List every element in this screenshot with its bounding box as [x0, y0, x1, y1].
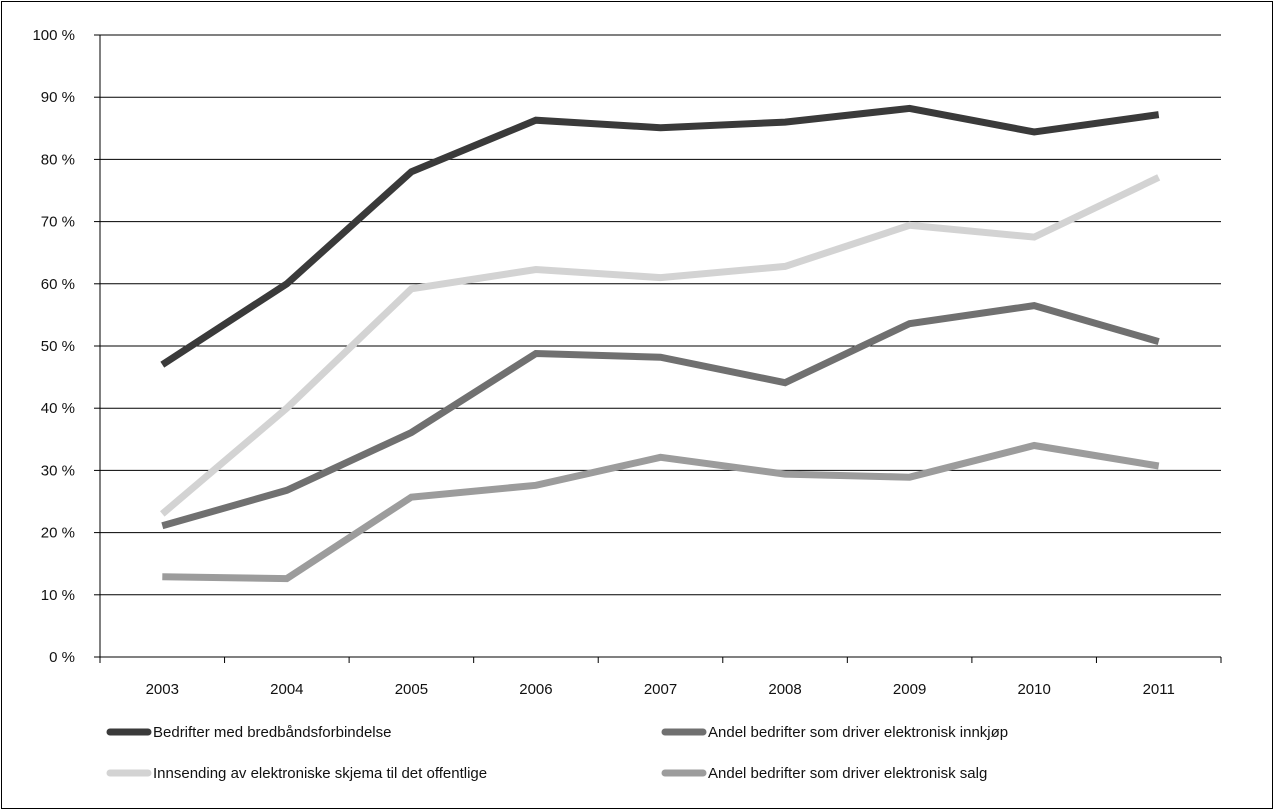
y-tick-label: 50 % [41, 338, 75, 355]
x-tick-label: 2004 [270, 681, 303, 698]
x-tick-label: 2005 [395, 681, 428, 698]
y-tick-label: 10 % [41, 587, 75, 604]
series-line-3 [161, 302, 1160, 530]
legend-label: Innsending av elektroniske skjema til de… [153, 765, 487, 782]
y-tick-label: 20 % [41, 525, 75, 542]
legend-label: Andel bedrifter som driver elektronisk i… [708, 724, 1008, 741]
x-tick-label: 2007 [644, 681, 677, 698]
y-tick-label: 0 % [49, 649, 75, 666]
x-tick-label: 2009 [893, 681, 926, 698]
x-tick-label: 2010 [1017, 681, 1050, 698]
y-tick-label: 60 % [41, 276, 75, 293]
x-tick-label: 2003 [146, 681, 179, 698]
legend-label: Bedrifter med bredbåndsforbindelse [153, 724, 391, 741]
y-tick-label: 100 % [32, 27, 75, 44]
x-tick-label: 2011 [1143, 681, 1175, 698]
series-line-1 [160, 104, 1160, 368]
legend-label: Andel bedrifter som driver elektronisk s… [708, 765, 987, 782]
series-line-4 [162, 441, 1160, 583]
y-tick-label: 30 % [41, 462, 75, 479]
y-tick-label: 80 % [41, 151, 75, 168]
legend: Bedrifter med bredbåndsforbindelse Innsen… [106, 724, 1008, 782]
x-tick-label: 2006 [519, 681, 552, 698]
x-tick-label: 2008 [768, 681, 801, 698]
series-line-2 [160, 174, 1161, 517]
gridlines [100, 34, 1221, 596]
series-lines [160, 104, 1161, 583]
y-tick-label: 90 % [41, 89, 75, 106]
y-tick-label: 70 % [41, 214, 75, 231]
axes: 0 % 10 % 20 % 30 % 40 % 50 % 60 % 70 % 80 % 90 % 1… [32, 27, 1222, 698]
y-tick-label: 40 % [41, 400, 75, 417]
